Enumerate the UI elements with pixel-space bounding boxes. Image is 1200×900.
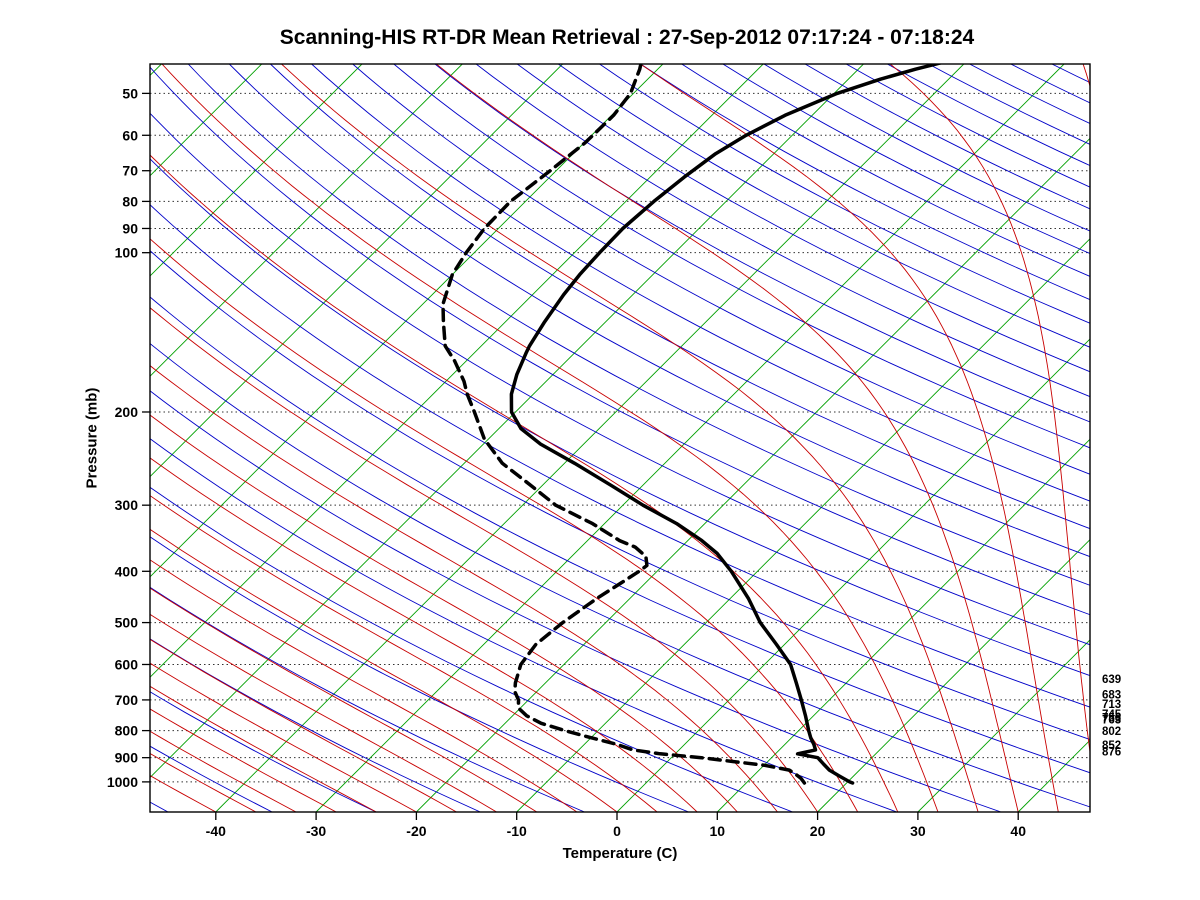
svg-text:-30: -30 <box>306 823 326 839</box>
svg-text:745: 745 <box>1102 709 1122 721</box>
svg-text:70: 70 <box>122 163 138 179</box>
moist-adiabat-lines <box>150 64 1090 812</box>
axis-tick-labels: 5060708090100200300400500600700800900100… <box>107 85 1026 839</box>
svg-text:1000: 1000 <box>107 774 138 790</box>
svg-text:30: 30 <box>910 823 926 839</box>
svg-text:900: 900 <box>115 750 139 766</box>
svg-text:800: 800 <box>115 723 139 739</box>
svg-text:10: 10 <box>710 823 726 839</box>
chart-title: Scanning-HIS RT-DR Mean Retrieval : 27-S… <box>279 26 975 49</box>
svg-text:683: 683 <box>1102 689 1121 701</box>
svg-text:400: 400 <box>115 563 139 579</box>
svg-text:200: 200 <box>115 404 139 420</box>
svg-text:713: 713 <box>1102 699 1121 711</box>
svg-text:-40: -40 <box>206 823 226 839</box>
svg-text:639: 639 <box>1102 674 1121 686</box>
isobar-gridlines <box>150 92 1090 783</box>
svg-text:-10: -10 <box>507 823 527 839</box>
svg-text:756: 756 <box>1102 713 1121 725</box>
plot-border <box>149 63 1091 813</box>
svg-text:500: 500 <box>115 615 139 631</box>
isotherm-lines <box>150 64 1090 812</box>
svg-text:763: 763 <box>1102 715 1121 727</box>
svg-text:300: 300 <box>115 497 139 513</box>
svg-text:876: 876 <box>1102 746 1121 758</box>
svg-text:80: 80 <box>122 193 138 209</box>
axis-ticks <box>142 92 1019 820</box>
svg-text:700: 700 <box>115 692 139 708</box>
svg-text:50: 50 <box>122 85 138 101</box>
temperature-profile-line <box>509 64 944 785</box>
svg-text:60: 60 <box>122 127 138 143</box>
svg-text:0: 0 <box>613 823 621 839</box>
x-axis-title: Temperature (C) <box>562 845 678 862</box>
svg-text:852: 852 <box>1102 740 1121 752</box>
svg-text:40: 40 <box>1010 823 1026 839</box>
svg-text:20: 20 <box>810 823 826 839</box>
svg-text:90: 90 <box>122 220 138 236</box>
svg-text:802: 802 <box>1102 726 1121 738</box>
svg-text:600: 600 <box>115 656 139 672</box>
svg-text:-20: -20 <box>406 823 426 839</box>
dew_point-profile-line <box>441 64 807 785</box>
svg-text:100: 100 <box>115 245 139 261</box>
